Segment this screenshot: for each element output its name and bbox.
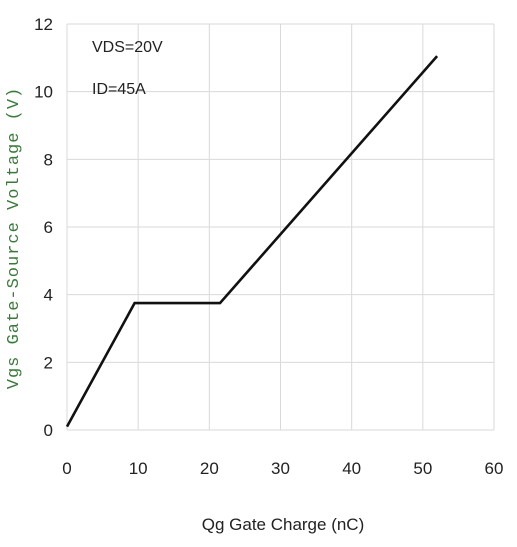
y-tick-label: 2 (44, 353, 53, 372)
annotation-id: ID=45A (92, 81, 146, 98)
x-axis-title: Qg Gate Charge (nC) (202, 515, 365, 534)
y-tick-label: 12 (34, 15, 53, 34)
y-axis-title: Vgs Gate-Source Voltage (V) (5, 87, 24, 389)
y-tick-label: 0 (44, 421, 53, 440)
x-tick-label: 20 (200, 459, 219, 478)
x-tick-label: 30 (271, 459, 290, 478)
series-layer (65, 55, 439, 428)
y-tick-label: 8 (44, 150, 53, 169)
x-tick-label: 50 (413, 459, 432, 478)
annotation-vds: VDS=20V (92, 39, 163, 56)
x-tick-label: 0 (62, 459, 71, 478)
series-line (65, 55, 439, 428)
annotations: VDS=20V ID=45A (92, 39, 163, 98)
y-tick-label: 10 (34, 83, 53, 102)
x-tick-label: 10 (129, 459, 148, 478)
x-tick-label: 40 (342, 459, 361, 478)
y-tick-label: 4 (44, 286, 53, 305)
x-tick-label: 60 (485, 459, 504, 478)
grid (66, 23, 495, 431)
y-tick-label: 6 (44, 218, 53, 237)
tick-labels: 0 10 20 30 40 50 60 0 2 4 6 8 10 12 (34, 15, 503, 478)
